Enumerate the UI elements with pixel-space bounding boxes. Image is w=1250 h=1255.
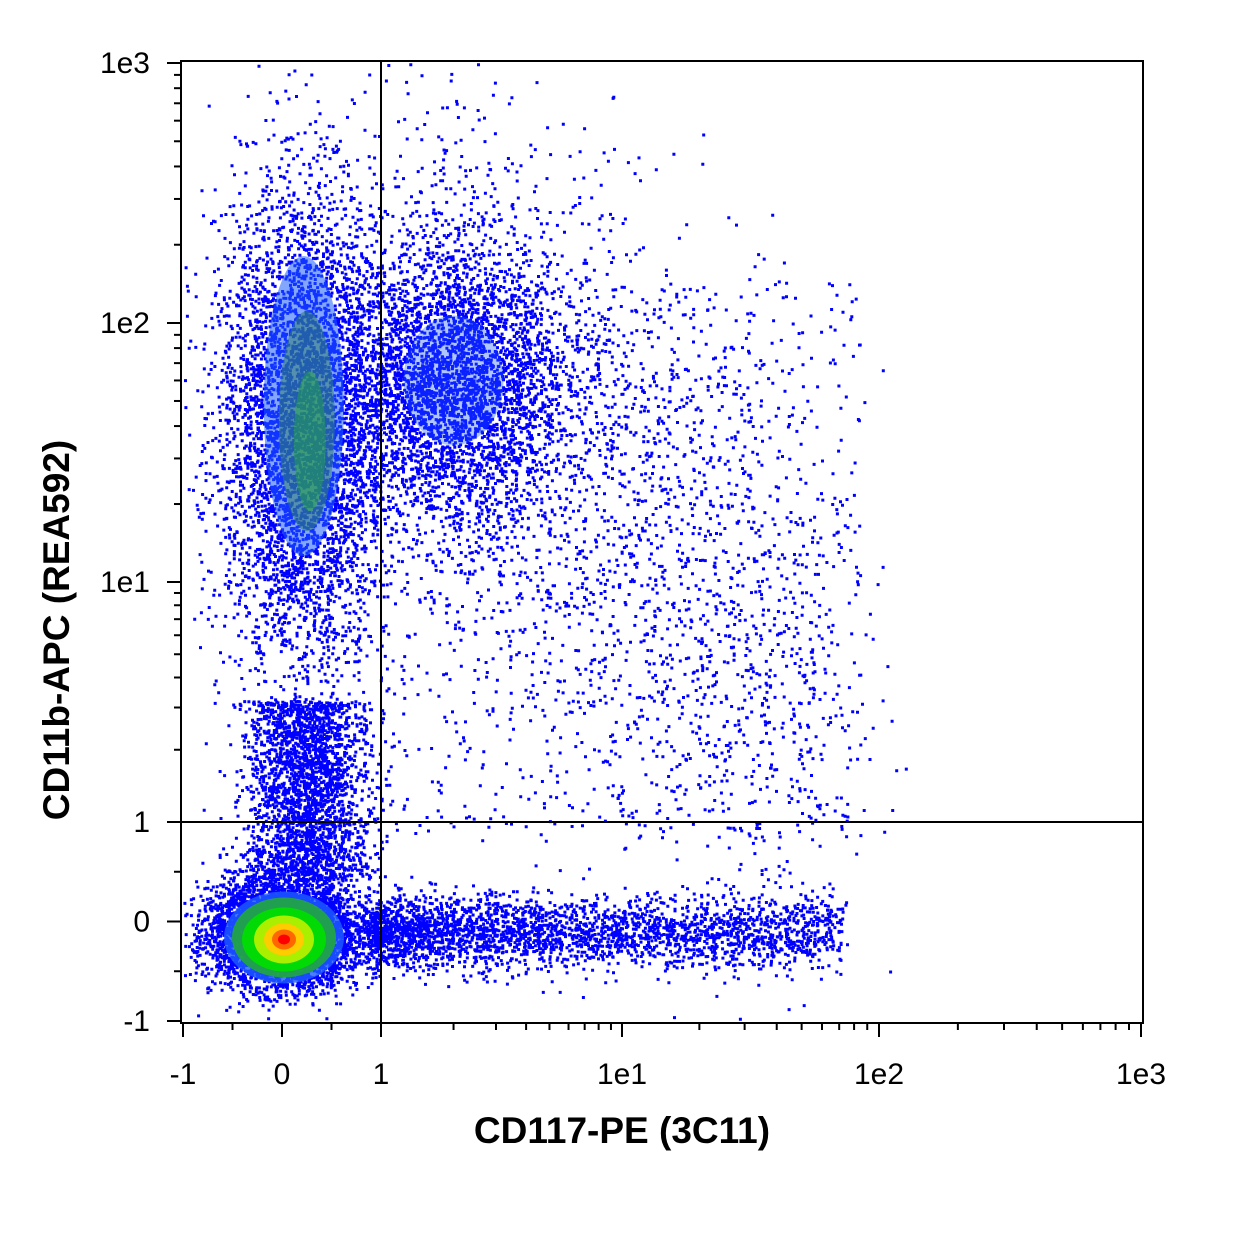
y-tick-label: 1e1 [100,566,150,599]
density-column-core [293,371,326,512]
y-axis-title: CD11b-APC (REA592) [36,440,77,820]
x-axis-title: CD117-PE (3C11) [474,1110,770,1151]
x-tick-label: 1e1 [597,1058,647,1091]
x-tick-label: 0 [274,1058,291,1091]
y-tick-label: 0 [133,906,150,939]
x-tick-label: 1 [373,1058,390,1091]
y-tick-label: 1e3 [100,47,150,80]
axis-ticks [167,62,1142,1037]
y-tick-label: 1 [133,806,150,839]
event-dot-cloud [183,63,908,1021]
x-tick-label: 1e3 [1116,1058,1166,1091]
density-core [224,256,504,984]
y-tick-label: -1 [123,1005,150,1038]
x-tick-labels: -1 0 1 1e1 1e2 1e3 [170,1058,1166,1091]
x-tick-label: 1e2 [854,1058,904,1091]
plot-frame [180,60,1144,1024]
x-tick-label: -1 [170,1058,197,1091]
density-lobe [403,315,504,446]
y-tick-labels: -1 0 1 1e1 1e2 1e3 [100,47,150,1038]
event-dots [183,63,908,1021]
density-column-mid [278,311,335,532]
density-ring-7 [278,934,290,945]
y-tick-label: 1e2 [100,307,150,340]
quadrant-gates [181,61,1143,1023]
